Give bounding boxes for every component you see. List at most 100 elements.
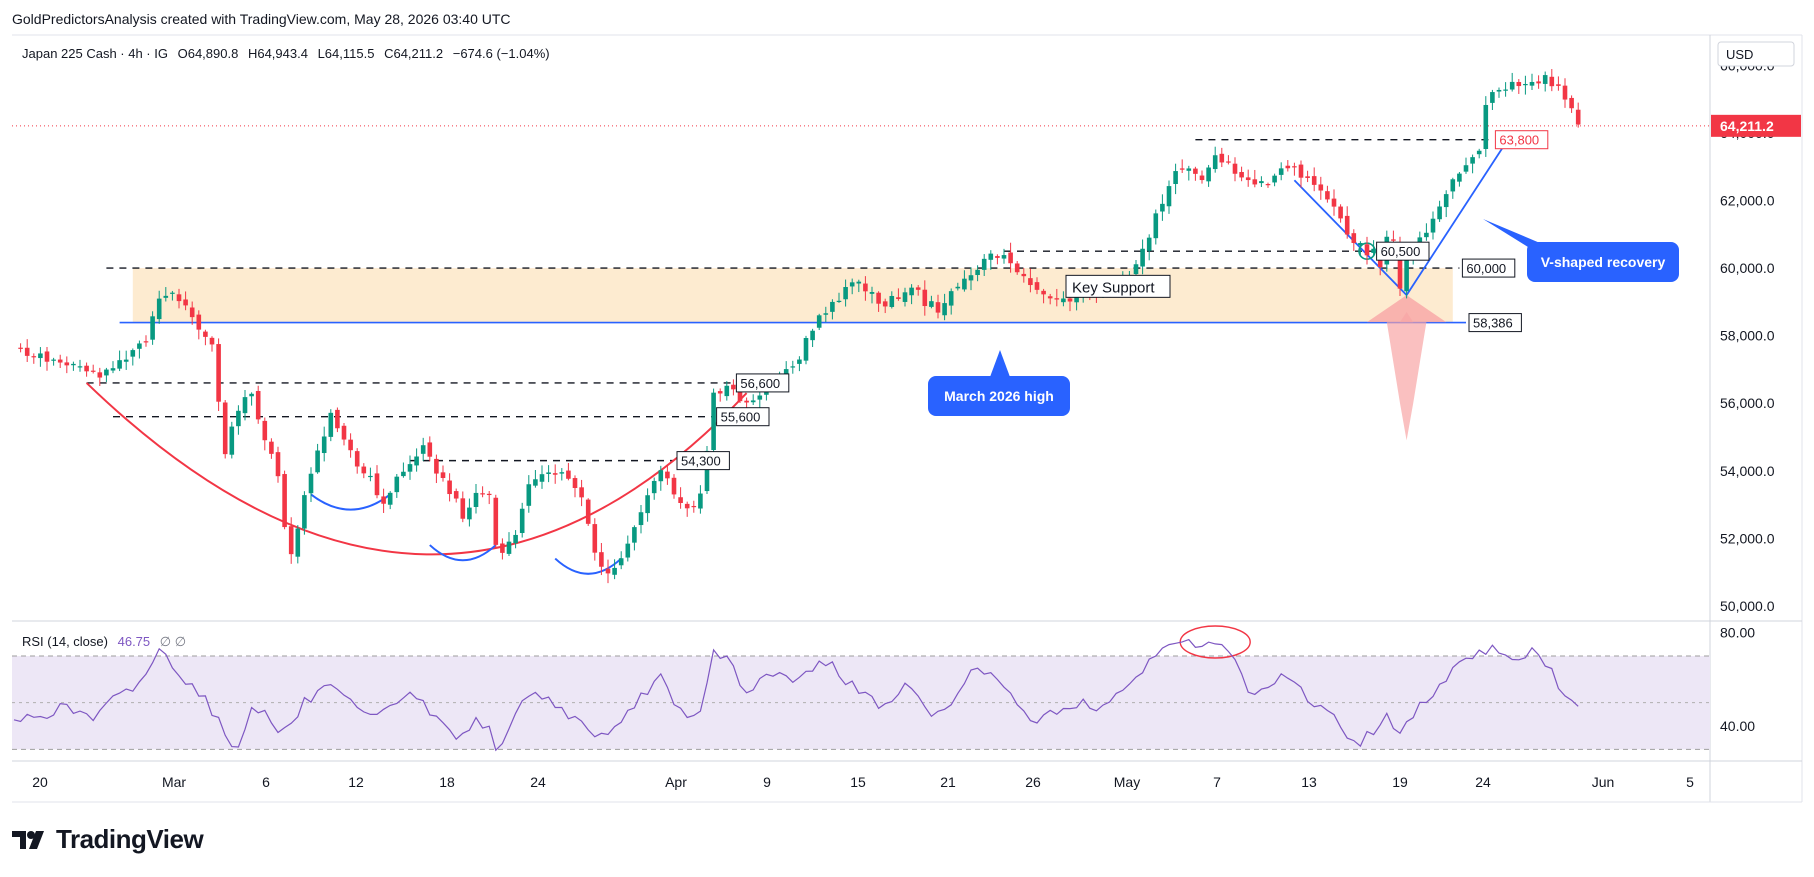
candle-up bbox=[170, 292, 175, 294]
rsi-layer bbox=[13, 638, 1579, 752]
candle-down bbox=[1067, 298, 1073, 302]
candle-up bbox=[117, 360, 122, 369]
time-tick-label: 13 bbox=[1301, 774, 1317, 790]
last-price-tag bbox=[1711, 114, 1801, 137]
candle-up bbox=[559, 472, 565, 474]
candle-down bbox=[896, 297, 901, 299]
candle-down bbox=[189, 307, 195, 318]
candle-up bbox=[236, 410, 241, 427]
labels-layer: 63,800 60,500 60,000 58,386 56,600 55,600 54,3… bbox=[676, 130, 1679, 471]
time-tick-label: 7 bbox=[1213, 774, 1221, 790]
candle-up bbox=[302, 495, 307, 529]
time-tick-label: Apr bbox=[665, 774, 687, 790]
candle-up bbox=[407, 464, 413, 472]
candle-down bbox=[1569, 97, 1574, 109]
candle-up bbox=[295, 528, 301, 557]
candle-up bbox=[1424, 232, 1429, 238]
candle-up bbox=[1542, 75, 1548, 84]
time-tick-label: 12 bbox=[348, 774, 364, 790]
tradingview-logo[interactable]: TradingView bbox=[12, 824, 204, 855]
candle-down bbox=[731, 384, 736, 390]
candle-up bbox=[533, 479, 538, 486]
candle-up bbox=[1358, 242, 1363, 246]
candle-up bbox=[123, 359, 129, 362]
candle-down bbox=[374, 473, 380, 496]
candle-down bbox=[1014, 263, 1020, 273]
rsi-legend: RSI (14, close) 46.75 ∅ ∅ bbox=[22, 634, 186, 649]
level-label-box bbox=[1376, 241, 1430, 261]
candle-down bbox=[744, 400, 749, 403]
time-tick-label: 18 bbox=[439, 774, 455, 790]
candle-down bbox=[486, 493, 492, 496]
candle-up bbox=[955, 286, 961, 289]
candle-down bbox=[500, 543, 505, 553]
candle-up bbox=[1186, 168, 1192, 171]
candle-up bbox=[1001, 255, 1007, 259]
candle-up bbox=[981, 258, 987, 270]
candle-down bbox=[572, 478, 578, 489]
candle-down bbox=[381, 496, 386, 504]
candle-up bbox=[942, 303, 947, 316]
candle-down bbox=[262, 420, 268, 441]
candle-up bbox=[519, 508, 525, 534]
time-tick-label: Jun bbox=[1592, 774, 1615, 790]
candle-down bbox=[1556, 84, 1561, 86]
candle-down bbox=[183, 299, 188, 306]
time-tick-label: 24 bbox=[1475, 774, 1491, 790]
candle-up bbox=[1457, 173, 1462, 182]
candle-up bbox=[546, 472, 551, 475]
time-tick-label: 6 bbox=[262, 774, 270, 790]
candle-down bbox=[605, 568, 611, 574]
key-support-zone bbox=[132, 268, 1453, 323]
currency-button[interactable] bbox=[1717, 41, 1795, 67]
candle-up bbox=[638, 512, 644, 526]
rsi-tick-label: 40.00 bbox=[1720, 718, 1755, 734]
candle-up bbox=[137, 343, 142, 349]
candle-down bbox=[684, 503, 690, 509]
v-left-leg bbox=[1293, 179, 1408, 296]
candle-up bbox=[750, 400, 756, 403]
candle-up bbox=[1450, 179, 1456, 192]
candle-down bbox=[1351, 233, 1357, 243]
candle-up bbox=[1503, 89, 1508, 91]
level-label-box bbox=[716, 407, 770, 427]
candle-up bbox=[1470, 157, 1475, 164]
march-high-callout-box bbox=[928, 376, 1070, 416]
currency-label: USD bbox=[1726, 47, 1753, 62]
candle-up bbox=[104, 369, 109, 376]
candle-down bbox=[876, 292, 881, 304]
rsi-extra: ∅ ∅ bbox=[160, 634, 186, 649]
price-tick-label: 58,000.0 bbox=[1720, 328, 1775, 344]
candle-up bbox=[156, 298, 162, 320]
mini-base-arc bbox=[429, 544, 497, 562]
candle-down bbox=[1265, 184, 1271, 186]
candle-down bbox=[427, 442, 433, 457]
candle-down bbox=[18, 347, 23, 349]
rsi-line bbox=[13, 638, 1579, 752]
candle-up bbox=[948, 291, 954, 306]
candle-down bbox=[1285, 165, 1291, 169]
candle-down bbox=[1516, 82, 1522, 87]
candle-up bbox=[988, 253, 994, 260]
time-tick-label: 15 bbox=[850, 774, 866, 790]
candle-up bbox=[1463, 165, 1469, 172]
candle-up bbox=[869, 292, 875, 294]
candle-up bbox=[513, 534, 518, 544]
candle-down bbox=[90, 370, 96, 372]
candle-up bbox=[473, 492, 479, 507]
candle-up bbox=[110, 368, 116, 371]
rsi-tick-label: 80.00 bbox=[1720, 625, 1755, 641]
candle-down bbox=[1391, 239, 1396, 241]
candle-down bbox=[922, 289, 928, 307]
candle-down bbox=[566, 470, 571, 479]
candle-up bbox=[242, 397, 248, 414]
candle-down bbox=[1252, 179, 1258, 185]
v-recovery-callout-box bbox=[1527, 242, 1679, 282]
candle-down bbox=[1292, 166, 1297, 168]
candle-up bbox=[526, 484, 532, 506]
candle-up bbox=[698, 493, 703, 509]
legend-close: C64,211.2 bbox=[384, 46, 443, 61]
candle-down bbox=[995, 256, 1000, 258]
rounding-bottom-curve bbox=[85, 382, 748, 556]
